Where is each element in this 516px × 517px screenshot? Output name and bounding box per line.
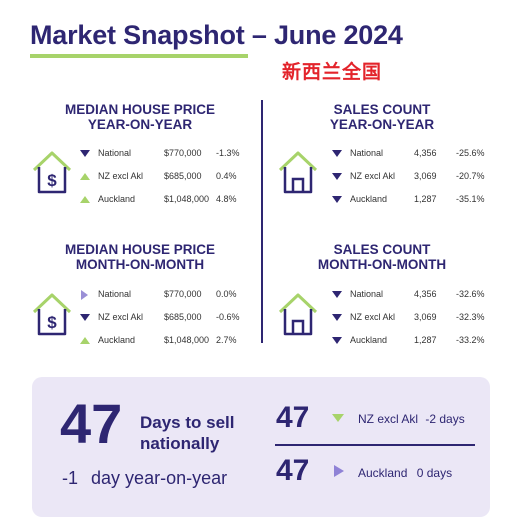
row-change: 0.0% (216, 289, 237, 299)
row-change: -32.6% (456, 289, 485, 299)
days-to-sell-panel (32, 377, 490, 517)
row-region: Auckland (98, 335, 136, 345)
trend-down-icon (80, 314, 90, 321)
yoy-change-label: day year-on-year (91, 468, 228, 488)
row-value: $1,048,000 (164, 335, 210, 345)
row-region: National (98, 289, 132, 299)
trend-up-icon (80, 173, 90, 180)
row-region: NZ excl Akl (98, 171, 144, 181)
row-value: $770,000 (164, 148, 202, 158)
row-change: 2.7% (216, 335, 237, 345)
row-change: 0.4% (216, 171, 237, 181)
section-title-line2: YEAR-ON-YEAR (329, 117, 435, 132)
section-title-line1: SALES COUNT (333, 102, 431, 117)
row-value: 1,287 (414, 194, 437, 204)
section-divider (261, 100, 263, 343)
row-region: NZ excl Akl (98, 312, 144, 322)
national-days-label-line2: nationally (140, 434, 220, 453)
region-divider (275, 444, 475, 446)
page-title: Market Snapshot – June 2024 (30, 20, 403, 50)
trend-down-icon (332, 173, 342, 180)
region-name: NZ excl Akl (358, 412, 419, 426)
row-value: 1,287 (414, 335, 437, 345)
row-value: 4,356 (414, 289, 437, 299)
section-title-line2: YEAR-ON-YEAR (87, 117, 193, 132)
row-value: $1,048,000 (164, 194, 210, 204)
section-title-line1: SALES COUNT (333, 242, 431, 257)
row-change: -32.3% (456, 312, 485, 322)
trend-flat-icon (334, 465, 344, 477)
row-region: Auckland (350, 335, 388, 345)
section-title-sales-mom: SALES COUNT MONTH-ON-MONTH (282, 242, 482, 272)
section-title-line2: MONTH-ON-MONTH (75, 257, 205, 272)
row-region: Auckland (350, 194, 388, 204)
national-days-value: 47 (60, 392, 123, 455)
trend-down-icon (332, 314, 342, 321)
row-value: $685,000 (164, 312, 202, 322)
trend-down-icon (80, 150, 90, 157)
region-row-nz-excl-akl: NZ excl Akl -2 days (358, 412, 465, 426)
house-icon (278, 151, 318, 194)
trend-down-icon (332, 291, 342, 298)
row-value: $685,000 (164, 171, 202, 181)
national-days-label: Days to sell nationally (140, 412, 235, 454)
row-value: 4,356 (414, 148, 437, 158)
row-value: $770,000 (164, 289, 202, 299)
row-change: -1.3% (216, 148, 240, 158)
yoy-change-value: -1 (62, 468, 79, 488)
row-region: National (350, 289, 384, 299)
house-dollar-icon: $ (32, 293, 72, 336)
region-change: 0 days (416, 466, 453, 480)
trend-down-icon (332, 414, 344, 422)
row-region: National (350, 148, 384, 158)
trend-down-icon (332, 337, 342, 344)
row-region: National (98, 148, 132, 158)
row-change: -25.6% (456, 148, 485, 158)
trend-flat-icon (81, 290, 88, 300)
region-change: -2 days (425, 412, 465, 426)
house-dollar-icon: $ (32, 151, 72, 194)
trend-up-icon (80, 196, 90, 203)
house-icon (278, 293, 318, 336)
region-days-value: 47 (276, 454, 310, 487)
trend-down-icon (332, 196, 342, 203)
section-title-price-yoy: MEDIAN HOUSE PRICE YEAR-ON-YEAR (40, 102, 240, 132)
row-region: Auckland (98, 194, 136, 204)
section-title-line1: MEDIAN HOUSE PRICE (64, 242, 216, 257)
row-change: -33.2% (456, 335, 485, 345)
section-title-sales-yoy: SALES COUNT YEAR-ON-YEAR (282, 102, 482, 132)
svg-text:$: $ (47, 313, 57, 332)
region-name: Auckland (358, 466, 408, 480)
svg-text:$: $ (47, 171, 57, 190)
yoy-change: -1 day year-on-year (62, 468, 227, 489)
section-title-line1: MEDIAN HOUSE PRICE (64, 102, 216, 117)
row-change: -35.1% (456, 194, 485, 204)
row-change: -0.6% (216, 312, 240, 322)
row-value: 3,069 (414, 312, 437, 322)
row-value: 3,069 (414, 171, 437, 181)
row-region: NZ excl Akl (350, 312, 396, 322)
section-title-price-mom: MEDIAN HOUSE PRICE MONTH-ON-MONTH (40, 242, 240, 272)
row-change: -20.7% (456, 171, 485, 181)
row-change: 4.8% (216, 194, 237, 204)
page-subtitle: 新西兰全国 (282, 62, 383, 83)
section-title-line2: MONTH-ON-MONTH (317, 257, 447, 272)
region-row-auckland: Auckland 0 days (358, 466, 452, 480)
trend-up-icon (80, 337, 90, 344)
region-days-value: 47 (276, 401, 310, 434)
title-underline (30, 54, 248, 58)
national-days-label-line1: Days to sell (140, 413, 235, 432)
trend-down-icon (332, 150, 342, 157)
row-region: NZ excl Akl (350, 171, 396, 181)
